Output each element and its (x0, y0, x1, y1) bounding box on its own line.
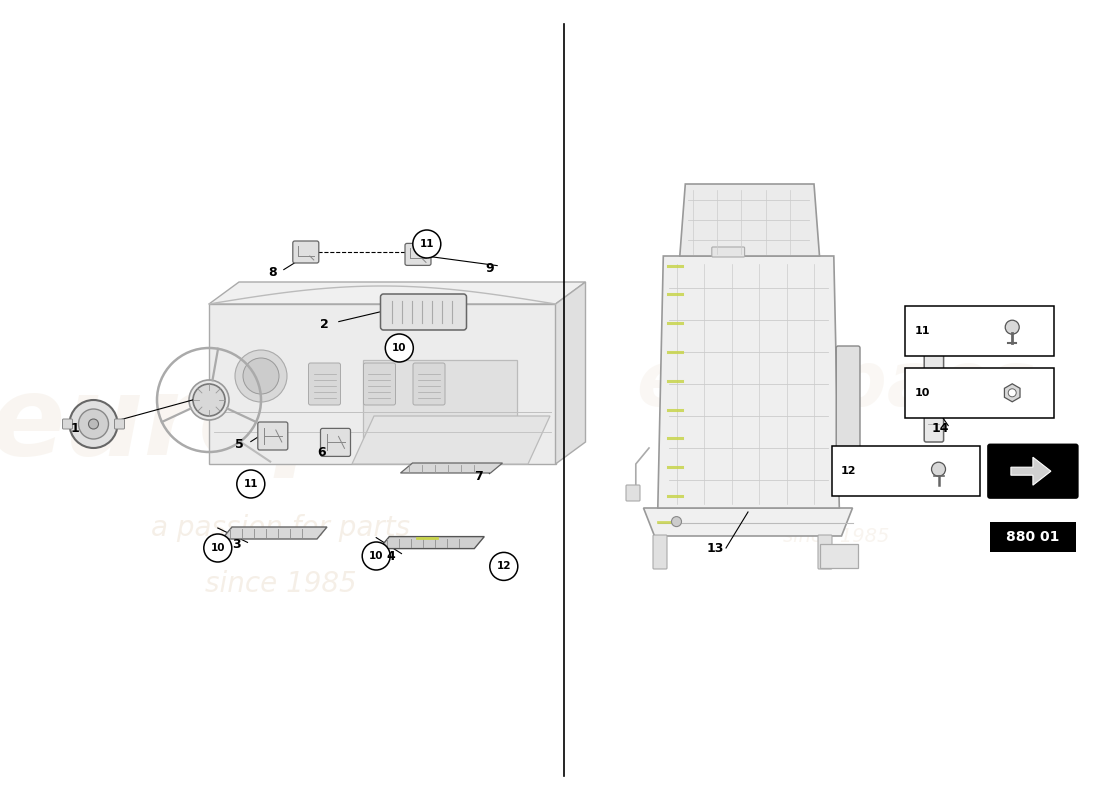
FancyBboxPatch shape (363, 363, 396, 405)
FancyBboxPatch shape (905, 306, 1054, 356)
FancyBboxPatch shape (293, 241, 319, 263)
Text: europäes: europäes (636, 346, 1036, 422)
Circle shape (412, 230, 441, 258)
Circle shape (235, 350, 287, 402)
Polygon shape (680, 184, 820, 256)
Text: a passion for parts: a passion for parts (151, 514, 410, 542)
Circle shape (69, 400, 118, 448)
Circle shape (204, 534, 232, 562)
Polygon shape (222, 527, 327, 539)
Polygon shape (644, 508, 852, 536)
FancyBboxPatch shape (712, 247, 745, 257)
FancyBboxPatch shape (988, 444, 1078, 498)
Polygon shape (556, 282, 585, 464)
Text: 7: 7 (474, 470, 483, 482)
Text: 12: 12 (840, 466, 856, 476)
Text: 11: 11 (914, 326, 929, 336)
Text: 14: 14 (932, 422, 949, 434)
Polygon shape (379, 537, 484, 549)
Circle shape (88, 419, 99, 429)
FancyBboxPatch shape (63, 419, 73, 429)
Text: 10: 10 (392, 343, 407, 353)
Text: 6: 6 (317, 446, 326, 458)
Polygon shape (363, 360, 517, 448)
Circle shape (362, 542, 390, 570)
FancyBboxPatch shape (653, 535, 667, 569)
Text: 10: 10 (914, 388, 929, 398)
FancyBboxPatch shape (405, 243, 431, 266)
FancyBboxPatch shape (626, 485, 640, 501)
Text: 1: 1 (70, 422, 79, 434)
FancyBboxPatch shape (412, 363, 446, 405)
Polygon shape (820, 544, 858, 568)
FancyBboxPatch shape (818, 535, 832, 569)
Text: 4: 4 (386, 550, 395, 562)
Text: 10: 10 (210, 543, 225, 553)
Polygon shape (1004, 384, 1020, 402)
Polygon shape (352, 416, 550, 464)
Circle shape (236, 470, 265, 498)
Circle shape (932, 462, 946, 476)
FancyBboxPatch shape (990, 522, 1076, 552)
FancyBboxPatch shape (832, 446, 980, 496)
Text: 12: 12 (496, 562, 512, 571)
Polygon shape (400, 463, 503, 473)
Text: 8: 8 (268, 266, 277, 278)
Circle shape (490, 552, 518, 581)
FancyBboxPatch shape (905, 368, 1054, 418)
Polygon shape (658, 256, 839, 508)
Circle shape (671, 517, 682, 526)
Text: europäes: europäes (0, 370, 571, 478)
Text: 11: 11 (243, 479, 258, 489)
FancyBboxPatch shape (308, 363, 341, 405)
Polygon shape (209, 304, 556, 464)
FancyBboxPatch shape (924, 334, 944, 442)
Text: 9: 9 (485, 262, 494, 274)
Text: a passion for parts: a passion for parts (745, 470, 927, 490)
Circle shape (243, 358, 279, 394)
Text: 3: 3 (232, 538, 241, 550)
Text: since 1985: since 1985 (205, 570, 356, 598)
Text: 13: 13 (706, 542, 724, 554)
FancyBboxPatch shape (381, 294, 466, 330)
Circle shape (1005, 320, 1020, 334)
Polygon shape (1011, 457, 1050, 485)
FancyBboxPatch shape (320, 429, 351, 456)
Text: 2: 2 (320, 318, 329, 330)
Circle shape (189, 380, 229, 420)
Circle shape (1009, 389, 1016, 397)
FancyBboxPatch shape (257, 422, 288, 450)
Polygon shape (209, 282, 585, 304)
Text: 5: 5 (235, 438, 244, 450)
Circle shape (78, 409, 109, 439)
FancyBboxPatch shape (836, 346, 860, 494)
Text: 880 01: 880 01 (1006, 530, 1059, 544)
Text: since 1985: since 1985 (783, 526, 889, 546)
Circle shape (385, 334, 414, 362)
Text: 10: 10 (368, 551, 384, 561)
FancyBboxPatch shape (114, 419, 124, 429)
Circle shape (192, 384, 226, 416)
Text: 11: 11 (419, 239, 435, 249)
